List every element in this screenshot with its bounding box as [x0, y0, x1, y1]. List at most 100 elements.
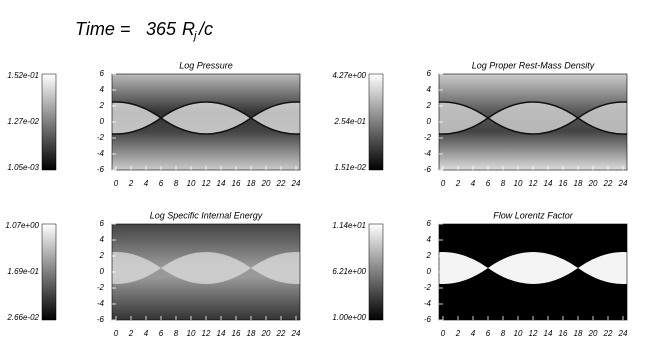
panel-title: Log Pressure [179, 60, 233, 70]
x-tick-label: 0 [114, 329, 119, 338]
colorbar-label: 1.51e-02 [334, 163, 366, 172]
y-tick-label: -4 [424, 149, 432, 158]
colorbar-label: 1.00e+00 [332, 313, 366, 322]
x-tick-label: 20 [588, 179, 598, 188]
x-tick-label: 18 [247, 179, 256, 188]
x-tick-label: 14 [217, 329, 226, 338]
colorbar-label: 4.27e+00 [332, 71, 366, 80]
heatmap-structure [578, 252, 627, 284]
x-tick-label: 8 [501, 329, 506, 338]
panel-title: Log Specific Internal Energy [150, 210, 263, 220]
y-tick-label: -6 [424, 315, 432, 324]
x-tick-label: 6 [486, 329, 491, 338]
colorbar-label: 1.69e-01 [7, 267, 39, 276]
x-tick-label: 14 [544, 329, 553, 338]
x-tick-label: 8 [174, 179, 179, 188]
y-tick-label: 0 [100, 267, 105, 276]
y-tick-label: 6 [100, 219, 105, 228]
x-tick-label: 24 [618, 179, 628, 188]
y-tick-label: 6 [427, 219, 432, 228]
colorbar-label: 1.05e-03 [7, 163, 39, 172]
y-tick-label: 4 [100, 235, 105, 244]
x-tick-label: 22 [603, 179, 613, 188]
colorbar-label: 1.07e+00 [5, 221, 39, 230]
colorbar-label: 1.27e-02 [7, 117, 39, 126]
x-tick-label: 16 [232, 329, 241, 338]
panel-title: Flow Lorentz Factor [493, 210, 574, 220]
y-tick-label: -2 [97, 283, 105, 292]
y-tick-label: 6 [100, 69, 105, 78]
y-tick-label: 0 [427, 267, 432, 276]
x-tick-label: 18 [574, 329, 583, 338]
y-tick-label: 0 [427, 117, 432, 126]
x-tick-label: 12 [529, 179, 538, 188]
y-tick-label: 4 [427, 235, 432, 244]
x-tick-label: 22 [276, 179, 286, 188]
heatmap-structure [488, 252, 578, 284]
x-tick-label: 24 [618, 329, 628, 338]
x-tick-label: 6 [159, 329, 164, 338]
x-tick-label: 0 [441, 329, 446, 338]
heatmap-structure [576, 101, 627, 135]
x-tick-label: 2 [128, 179, 134, 188]
x-tick-label: 0 [441, 179, 446, 188]
x-tick-label: 2 [455, 179, 461, 188]
x-tick-label: 6 [159, 179, 164, 188]
x-tick-label: 18 [574, 179, 583, 188]
x-tick-label: 22 [603, 329, 613, 338]
y-tick-label: -6 [97, 165, 105, 174]
x-tick-label: 4 [144, 179, 149, 188]
x-tick-label: 8 [501, 179, 506, 188]
y-tick-label: -4 [97, 149, 105, 158]
x-tick-label: 10 [187, 329, 196, 338]
x-tick-label: 12 [202, 329, 211, 338]
x-tick-label: 12 [202, 179, 211, 188]
x-tick-label: 14 [544, 179, 553, 188]
x-tick-label: 6 [486, 179, 491, 188]
heatmap-structure [249, 101, 300, 135]
x-tick-label: 20 [588, 329, 598, 338]
x-tick-label: 16 [232, 179, 241, 188]
y-tick-label: -2 [424, 283, 432, 292]
colorbar [41, 223, 57, 321]
x-tick-label: 10 [514, 179, 523, 188]
colorbar-label: 1.14e+01 [332, 221, 366, 230]
x-tick-label: 10 [187, 179, 196, 188]
y-tick-label: -6 [424, 165, 432, 174]
y-tick-label: 4 [100, 85, 105, 94]
y-tick-label: -4 [424, 299, 432, 308]
y-tick-label: -6 [97, 315, 105, 324]
heatmap-structure [161, 252, 251, 284]
y-tick-label: 2 [426, 101, 432, 110]
x-tick-label: 22 [276, 329, 286, 338]
y-tick-label: 2 [426, 251, 432, 260]
colorbar [368, 223, 384, 321]
x-tick-label: 18 [247, 329, 256, 338]
title-unit: R [182, 19, 195, 39]
y-tick-label: 2 [99, 251, 105, 260]
colorbar-label: 6.21e+00 [332, 267, 366, 276]
colorbar [368, 73, 384, 171]
x-tick-label: 4 [144, 329, 149, 338]
heatmap-structure [439, 252, 488, 284]
x-tick-label: 16 [559, 179, 568, 188]
title-prefix: Time = [75, 19, 130, 39]
y-tick-label: -4 [97, 299, 105, 308]
x-tick-label: 14 [217, 179, 226, 188]
x-tick-label: 4 [471, 329, 476, 338]
x-tick-label: 20 [261, 179, 271, 188]
y-tick-label: -2 [424, 133, 432, 142]
colorbar-label: 2.66e-02 [6, 313, 39, 322]
title-unit-suffix: /c [197, 19, 213, 39]
x-tick-label: 10 [514, 329, 523, 338]
y-tick-label: -2 [97, 133, 105, 142]
x-tick-label: 16 [559, 329, 568, 338]
x-tick-label: 0 [114, 179, 119, 188]
x-tick-label: 4 [471, 179, 476, 188]
y-tick-label: 6 [427, 69, 432, 78]
y-tick-label: 4 [427, 85, 432, 94]
title-unit-subscript: j [192, 30, 197, 42]
heatmap-structure [251, 252, 300, 284]
x-tick-label: 8 [174, 329, 179, 338]
